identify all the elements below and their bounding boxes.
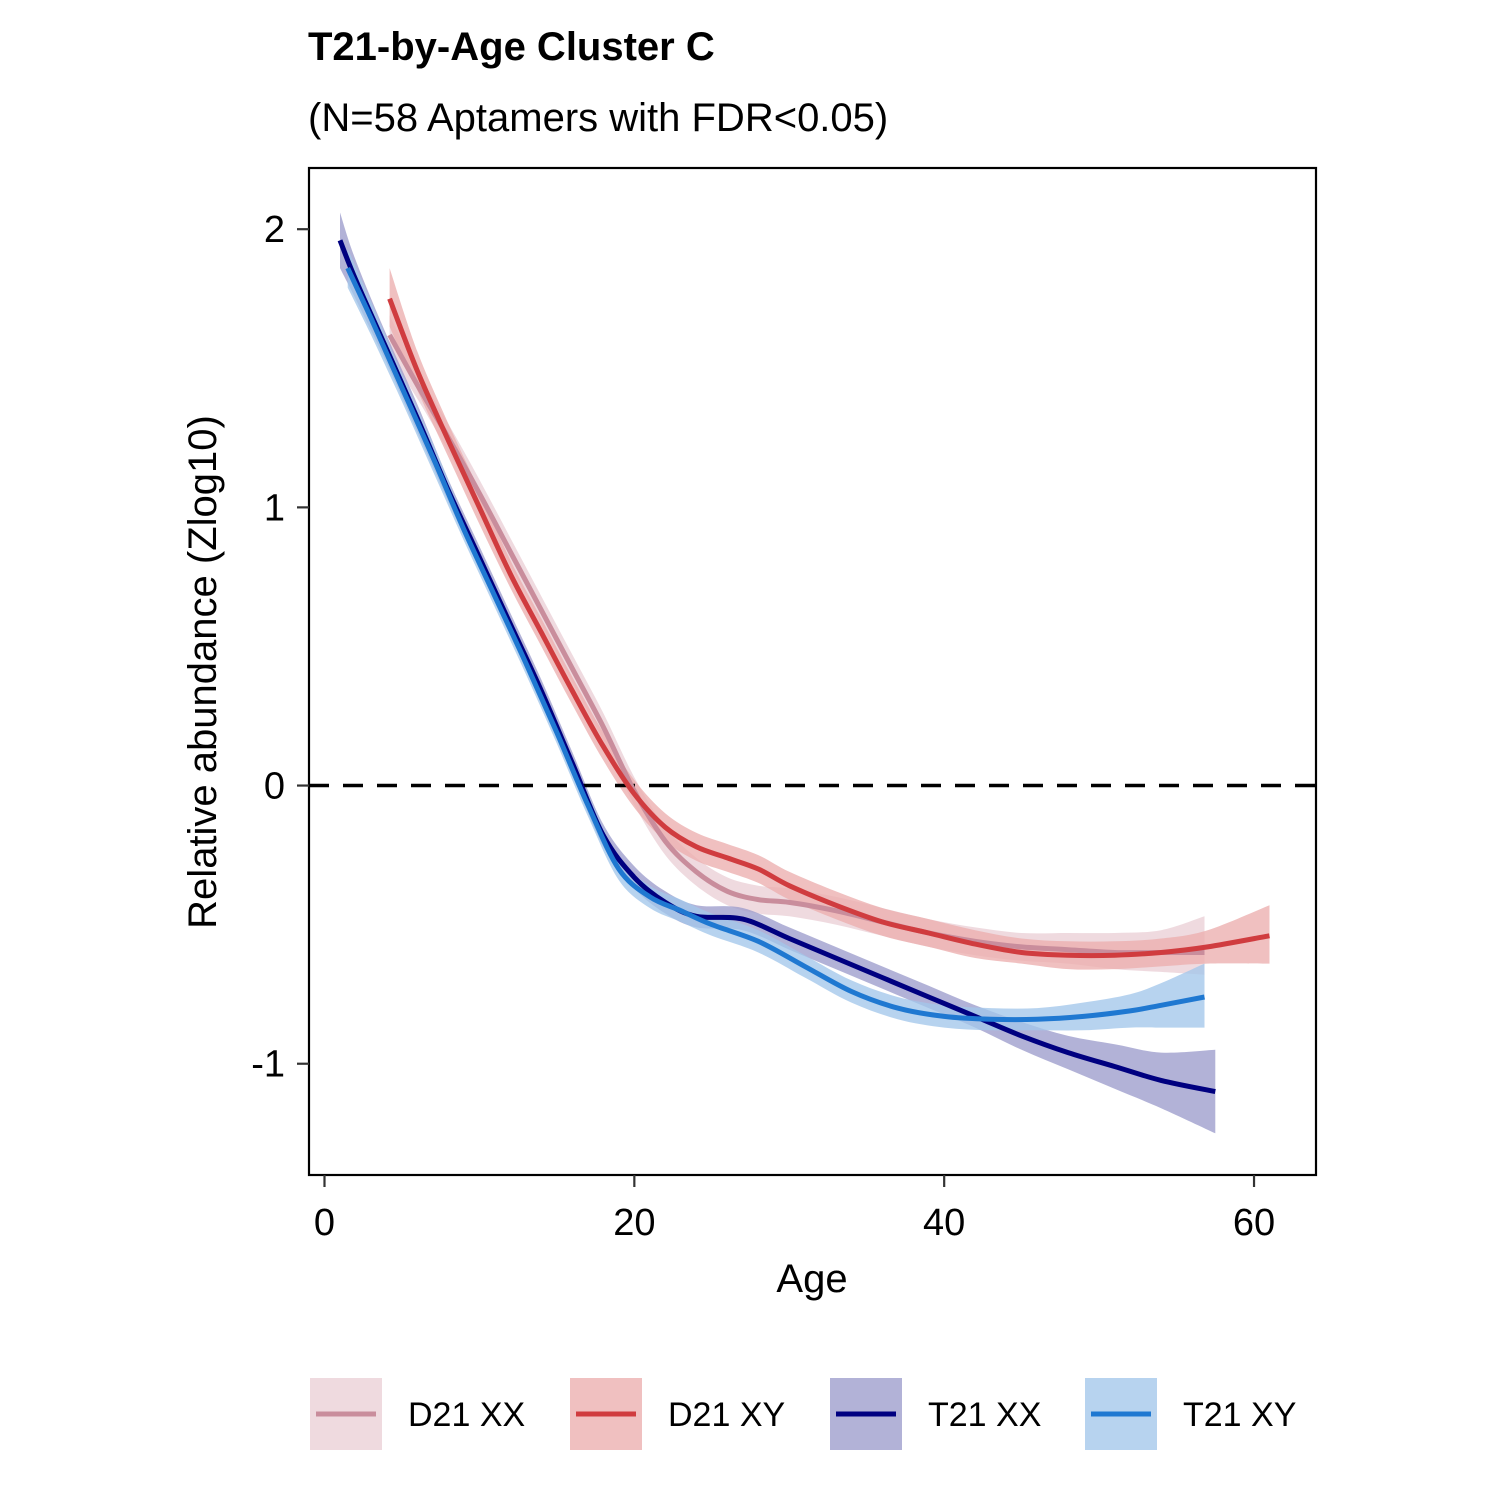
y-axis: 2 1 0 -1 bbox=[251, 209, 309, 1086]
series-lines bbox=[337, 239, 1270, 1094]
band-t21-xx bbox=[340, 212, 1216, 1134]
legend-label: D21 XX bbox=[408, 1396, 525, 1434]
x-tick-label: 40 bbox=[923, 1202, 965, 1244]
legend-label: T21 XX bbox=[928, 1396, 1041, 1434]
x-tick-label: 60 bbox=[1233, 1202, 1275, 1244]
plot-panel-border bbox=[307, 166, 1318, 1177]
y-axis-title: Relative abundance (Zlog10) bbox=[181, 415, 225, 929]
chart-subtitle: (N=58 Aptamers with FDR<0.05) bbox=[308, 96, 888, 140]
x-axis: 0 20 40 60 bbox=[314, 1175, 1275, 1244]
series-line-d21-xy bbox=[387, 297, 1270, 959]
band-d21-xy bbox=[389, 268, 1270, 970]
legend-item-t21-xx: T21 XX bbox=[830, 1378, 1041, 1450]
x-tick-label: 0 bbox=[314, 1202, 335, 1244]
legend-item-t21-xy: T21 XY bbox=[1085, 1378, 1296, 1450]
legend-item-d21-xy: D21 XY bbox=[570, 1378, 785, 1450]
series-line-t21-xy bbox=[345, 267, 1205, 1023]
legend-label: T21 XY bbox=[1183, 1396, 1296, 1434]
x-tick-label: 20 bbox=[613, 1202, 655, 1244]
x-axis-title: Age bbox=[776, 1257, 847, 1301]
y-tick-label: 1 bbox=[264, 487, 285, 529]
legend-item-d21-xx: D21 XX bbox=[310, 1378, 525, 1450]
legend-label: D21 XY bbox=[668, 1396, 785, 1434]
y-tick-label: 0 bbox=[264, 766, 285, 808]
series-line-d21-xx bbox=[387, 333, 1205, 956]
legend: D21 XX D21 XY T21 XX T21 XY bbox=[310, 1378, 1296, 1450]
y-tick-label: -1 bbox=[251, 1044, 285, 1086]
chart-title: T21-by-Age Cluster C bbox=[308, 25, 715, 69]
confidence-bands bbox=[340, 212, 1270, 1134]
y-tick-label: 2 bbox=[264, 209, 285, 251]
